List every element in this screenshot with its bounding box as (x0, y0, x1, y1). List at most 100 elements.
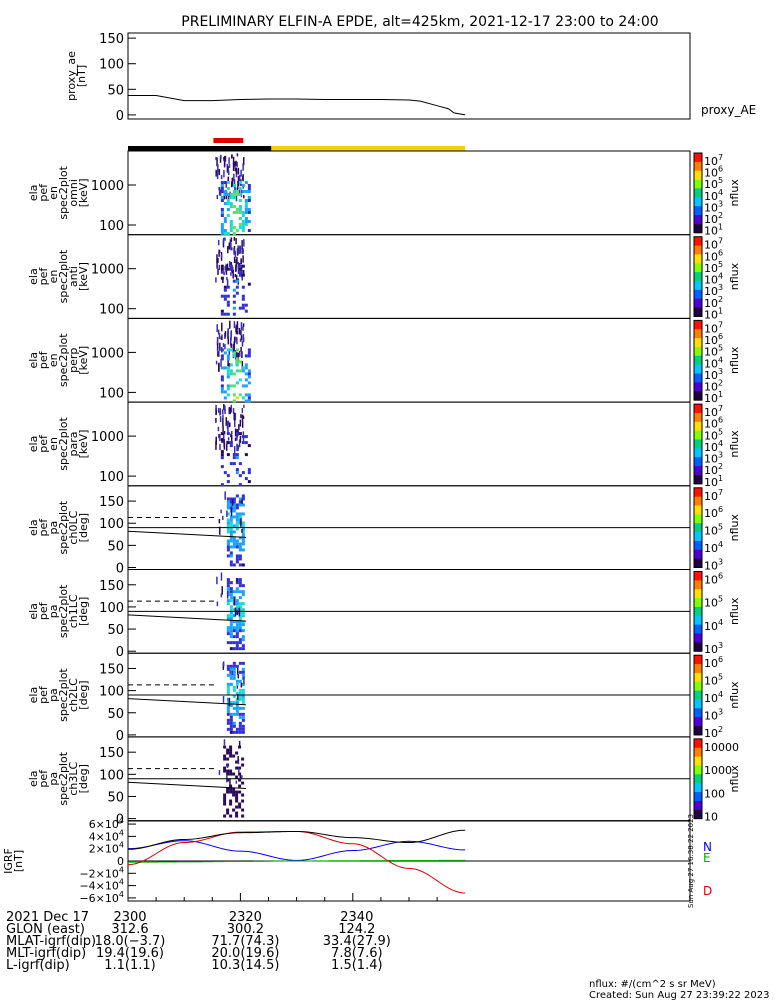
pitch-pixel (232, 712, 236, 716)
spectrogram-pixel (216, 336, 219, 345)
colorbar-5-swatch (694, 589, 702, 599)
pitch-pixel (226, 629, 230, 633)
spectrogram-pixel (242, 185, 244, 189)
pitch-pixel (232, 509, 236, 513)
status-bar-marker (213, 138, 244, 143)
pitch-pixel (241, 715, 245, 719)
colorbar-7-swatch (694, 756, 702, 766)
spectrogram-pixel (215, 417, 217, 423)
pitch-pixel (223, 796, 227, 800)
spectrogram-pixel (235, 336, 238, 341)
pitch-pixel (226, 757, 230, 761)
pitch-pixel (241, 757, 245, 761)
pitch-pixel (241, 670, 245, 674)
spectrogram-pixel (235, 190, 239, 193)
spectrogram-pixel (231, 499, 234, 506)
pitch-pixel (241, 799, 245, 803)
spectrogram-pixel (242, 248, 244, 255)
colorbar-7-swatch (694, 738, 702, 749)
pitch-pixel (229, 620, 233, 624)
igrf-line-N (127, 840, 466, 861)
pitch-panel-2-ylabel-line: [deg] (77, 680, 90, 709)
spectrogram-pixel (226, 193, 230, 196)
pitch-pixel (229, 551, 233, 555)
pitch-pixel (232, 670, 236, 674)
spectrogram-pixel (220, 294, 224, 298)
pitch-pixel (241, 611, 245, 615)
colorbar-4-swatch (694, 505, 702, 515)
colorbar-0-swatch (694, 161, 702, 172)
colorbar-7-tick-label: 10000 (704, 741, 739, 754)
pitch-pixel (226, 712, 230, 716)
spectrogram-pixel (229, 196, 233, 199)
pitch-pixel (235, 527, 239, 531)
pitch-pixel (238, 730, 242, 734)
pitch-ytick-label: 0 (116, 813, 124, 828)
pitch-ytick-label: 150 (99, 579, 124, 594)
spectrogram-pixel (229, 462, 233, 466)
colorbar-2-swatch (694, 355, 702, 366)
spectrogram-pixel (237, 444, 240, 450)
spectrogram-pixel (223, 297, 227, 301)
energy-ytick-label: 1000 (91, 430, 124, 445)
pitch-panel-2-ylabel-line: ch2LC (67, 678, 80, 712)
pitch-pixel (235, 647, 239, 651)
pitch-pixel (229, 790, 233, 794)
colorbar-7-tick-label: 100 (704, 787, 725, 800)
status-bar-segment (128, 146, 272, 151)
spectrogram-pixel (220, 184, 224, 187)
pitch-pixel (232, 808, 236, 812)
pitch-pixel (241, 814, 245, 818)
spectrogram-pixel (237, 167, 240, 175)
pitch-pixel (241, 590, 245, 594)
colorbar-1-unit: nflux (728, 262, 741, 290)
igrf-ytick-label: −2×104 (79, 865, 124, 880)
spectrogram-pixel (232, 393, 236, 397)
pitch-pixel (235, 730, 239, 734)
pitch-pixel (229, 715, 233, 719)
spectrogram-pixel (241, 303, 245, 307)
spectrogram-pixel (244, 190, 248, 193)
colorbar-5-swatch (694, 624, 702, 634)
spectrogram-pixel (228, 408, 230, 415)
colorbar-5-unit: nflux (728, 597, 741, 625)
pitch-pixel (232, 524, 236, 528)
spectrogram-pixel (241, 264, 245, 268)
pitch-pixel (235, 518, 239, 522)
spectrogram-pixel (241, 360, 244, 370)
proxy-ae-legend: proxy_AE (701, 103, 756, 117)
spectrogram-pixel (238, 267, 242, 271)
spectrogram-pixel (244, 205, 248, 208)
spectrogram-pixel (231, 247, 233, 251)
pitch-pixel (232, 536, 236, 540)
spectrogram-pixel (217, 268, 219, 275)
spectrogram-pixel (220, 509, 222, 514)
pitch-pixel (241, 584, 245, 588)
spectrogram-pixel (247, 369, 251, 373)
pitch-pixel (232, 790, 236, 794)
spectrogram-pixel (216, 341, 219, 345)
colorbar-7-tick-label: 10 (704, 811, 718, 824)
pitch-ytick-label: 0 (116, 729, 124, 744)
spectrogram-pixel (241, 341, 244, 347)
pitch-pixel (238, 679, 242, 683)
pitch-ytick-label: 100 (99, 517, 124, 532)
spectrogram-pixel (220, 199, 224, 202)
spectrogram-pixel (229, 441, 233, 445)
pitch-pixel (226, 751, 230, 755)
spectrogram-pixel (232, 205, 236, 208)
pitch-pixel (232, 530, 236, 534)
spectrogram-pixel (215, 436, 217, 445)
pitch-pixel (235, 515, 239, 519)
igrf-line-E (127, 859, 466, 863)
energy-panel-3-ylabel-line: [keV] (77, 430, 90, 459)
spectrogram-pixel (233, 341, 236, 350)
colorbar-3-tick-label: 101 (704, 474, 723, 489)
pitch-pixel (229, 727, 233, 731)
pitch-pixel (238, 602, 242, 606)
pitch-pixel (238, 626, 242, 630)
spectrogram-pixel (231, 177, 234, 187)
pitch-pixel (226, 503, 230, 507)
pitch-pixel (223, 793, 227, 797)
pitch-pixel (229, 769, 233, 773)
